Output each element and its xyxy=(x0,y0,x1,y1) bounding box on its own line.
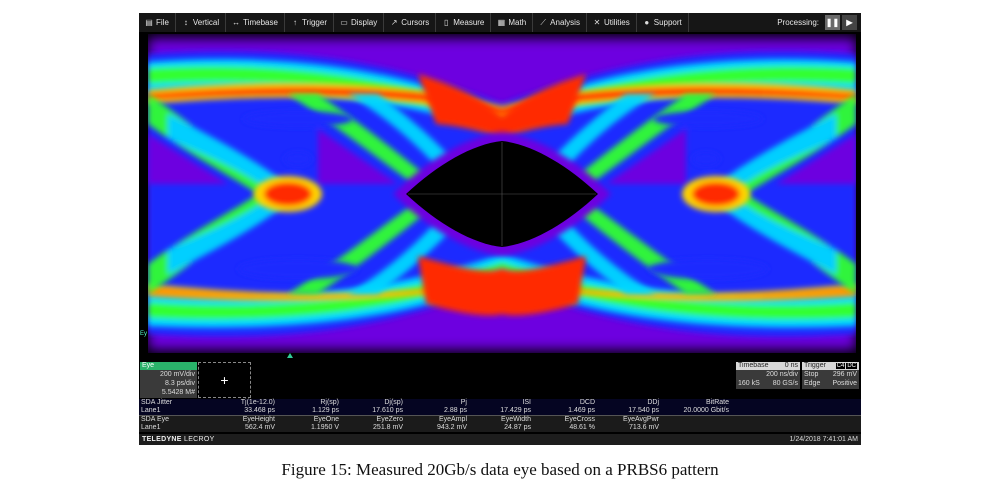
eye-lane: Lane1 xyxy=(141,424,161,431)
timebase-descriptor[interactable]: Timebase 0 ns 200 ns/div 160 kS 80 GS/s xyxy=(736,362,800,389)
jitter-header[interactable]: BitRate xyxy=(706,399,729,406)
eye-trace-label: Eye xyxy=(140,362,197,370)
jitter-value: 1.469 ps xyxy=(568,407,595,414)
eye-header[interactable]: EyeAvgPwr xyxy=(622,416,659,423)
trigger-coupling-tag: DC xyxy=(846,363,857,369)
figure-caption: Figure 15: Measured 20Gb/s data eye base… xyxy=(281,460,719,479)
jitter-title: SDA Jitter xyxy=(141,399,173,406)
eye-title: SDA Eye xyxy=(141,416,170,423)
jitter-header[interactable]: Dj(sp) xyxy=(384,399,403,406)
pause-button[interactable]: ❚❚ xyxy=(825,15,840,30)
status-footer: TELEDYNE LECROY 1/24/2018 7:41:01 AM xyxy=(139,434,861,445)
menu-bar: ▤ File ↕ Vertical ↔ Timebase ↑ Trigger ▭ Disp… xyxy=(139,13,861,32)
trigger-slope: Positive xyxy=(832,380,857,387)
oscilloscope-window: ▤ File ↕ Vertical ↔ Timebase ↑ Trigger ▭ Disp… xyxy=(139,13,861,445)
vertical-arrows-icon: ↕ xyxy=(183,18,188,27)
measurement-table: SDA Jitter Tj(1e-12.0) Rj(sp) Dj(sp) Pj … xyxy=(139,399,861,432)
math-icon: ▦ xyxy=(497,18,506,27)
eye-header[interactable]: EyeZero xyxy=(376,416,403,423)
menu-trigger[interactable]: ↑ Trigger xyxy=(285,13,334,32)
eye-value: 48.61 % xyxy=(569,424,595,431)
menu-display[interactable]: ▭ Display xyxy=(334,13,385,32)
eye-value-row: Lane1 562.4 mV 1.1950 V 251.8 mV 943.2 m… xyxy=(139,424,861,432)
measure-icon: ▯ xyxy=(444,18,449,27)
jitter-header[interactable]: Pj xyxy=(460,399,467,406)
eye-value: 1.1950 V xyxy=(310,424,339,431)
brand-logo: TELEDYNE LECROY xyxy=(142,436,215,443)
menu-support[interactable]: ● Support xyxy=(637,13,689,32)
eye-vdiv: 200 mV/div xyxy=(159,371,195,378)
menu-cursors[interactable]: ↗ Cursors xyxy=(384,13,437,32)
trigger-source-tag: C4 xyxy=(835,363,846,369)
jitter-header[interactable]: ISI xyxy=(522,399,531,406)
eye-header[interactable]: EyeAmpl xyxy=(438,416,467,423)
pause-icon: ❚❚ xyxy=(825,18,840,27)
play-icon: ▶ xyxy=(846,18,853,27)
eye-value: 251.8 mV xyxy=(373,424,403,431)
menu-math[interactable]: ▦ Math xyxy=(491,13,534,32)
eye-value: 24.87 ps xyxy=(504,424,531,431)
eye-header[interactable]: EyeWidth xyxy=(501,416,531,423)
trigger-descriptor[interactable]: Trigger C4 DC Stop 296 mV Edge Positive xyxy=(802,362,859,389)
horizontal-arrows-icon: ↔ xyxy=(232,18,241,27)
timebase-samples: 160 kS xyxy=(738,380,760,387)
trigger-type: Edge xyxy=(804,380,821,387)
jitter-value: 2.88 ps xyxy=(444,407,467,414)
eye-diagram-plot xyxy=(148,34,856,353)
eye-header[interactable]: EyeHeight xyxy=(242,416,275,423)
plus-icon: + xyxy=(220,372,229,388)
add-trace-zoom-box[interactable]: + xyxy=(198,362,251,398)
processing-label: Processing: xyxy=(777,18,819,27)
eye-header[interactable]: EyeOne xyxy=(313,416,339,423)
eye-value: 943.2 mV xyxy=(437,424,467,431)
display-icon: ▭ xyxy=(340,18,348,27)
jitter-header[interactable]: DDj xyxy=(647,399,659,406)
jitter-value: 17.540 ps xyxy=(628,407,659,414)
timestamp: 1/24/2018 7:41:01 AM xyxy=(789,436,859,443)
eye-value: 562.4 mV xyxy=(245,424,275,431)
utilities-tools-icon: ✕ xyxy=(593,18,601,27)
cursor-icon: ↗ xyxy=(390,18,398,27)
timebase-delay: 0 ns xyxy=(784,362,798,369)
jitter-value: 17.610 ps xyxy=(372,407,403,414)
trigger-icon: ↑ xyxy=(292,18,297,27)
menu-analysis[interactable]: ⟋ Analysis xyxy=(533,13,587,32)
trigger-level: 296 mV xyxy=(832,371,857,378)
menu-file[interactable]: ▤ File xyxy=(139,13,176,32)
menu-utilities[interactable]: ✕ Utilities xyxy=(587,13,637,32)
jitter-value: 20.0000 Gbit/s xyxy=(683,407,729,414)
eye-header[interactable]: EyeCross xyxy=(564,416,595,423)
menu-measure[interactable]: ▯ Measure xyxy=(436,13,492,32)
play-button[interactable]: ▶ xyxy=(842,15,857,30)
eye-hdiv: 8.3 ps/div xyxy=(165,380,195,387)
channel-marker: Ey xyxy=(140,331,148,337)
support-info-icon: ● xyxy=(644,18,650,27)
menu-timebase[interactable]: ↔ Timebase xyxy=(226,13,285,32)
processing-controls: Processing: ❚❚ ▶ xyxy=(777,13,861,32)
eye-diagram-display[interactable] xyxy=(148,34,856,353)
jitter-value: 33.468 ps xyxy=(244,407,275,414)
jitter-header[interactable]: Tj(1e-12.0) xyxy=(240,399,275,406)
eye-trace-descriptor[interactable]: Eye 200 mV/div 8.3 ps/div 5.5428 M# xyxy=(140,362,197,398)
jitter-header[interactable]: Rj(sp) xyxy=(320,399,339,406)
jitter-value: 1.129 ps xyxy=(312,407,339,414)
jitter-lane: Lane1 xyxy=(141,407,161,414)
jitter-value: 17.429 ps xyxy=(500,407,531,414)
timebase-label: Timebase xyxy=(738,362,769,369)
trigger-position-marker[interactable] xyxy=(287,353,293,358)
trigger-mode: Stop xyxy=(804,371,819,378)
jitter-header-row: SDA Jitter Tj(1e-12.0) Rj(sp) Dj(sp) Pj … xyxy=(139,399,861,407)
jitter-header[interactable]: DCD xyxy=(579,399,595,406)
jitter-value-row: Lane1 33.468 ps 1.129 ps 17.610 ps 2.88 … xyxy=(139,407,861,415)
menu-vertical[interactable]: ↕ Vertical xyxy=(176,13,227,32)
file-icon: ▤ xyxy=(145,18,153,27)
table-divider xyxy=(139,415,861,416)
eye-value: 713.6 mV xyxy=(629,424,659,431)
timebase-per-div: 200 ns/div xyxy=(766,371,798,378)
eye-header-row: SDA Eye EyeHeight EyeOne EyeZero EyeAmpl… xyxy=(139,416,861,424)
trigger-label: Trigger xyxy=(804,362,826,369)
timebase-rate: 80 GS/s xyxy=(772,380,798,387)
eye-count: 5.5428 M# xyxy=(161,389,195,396)
analysis-chart-icon: ⟋ xyxy=(540,17,546,27)
